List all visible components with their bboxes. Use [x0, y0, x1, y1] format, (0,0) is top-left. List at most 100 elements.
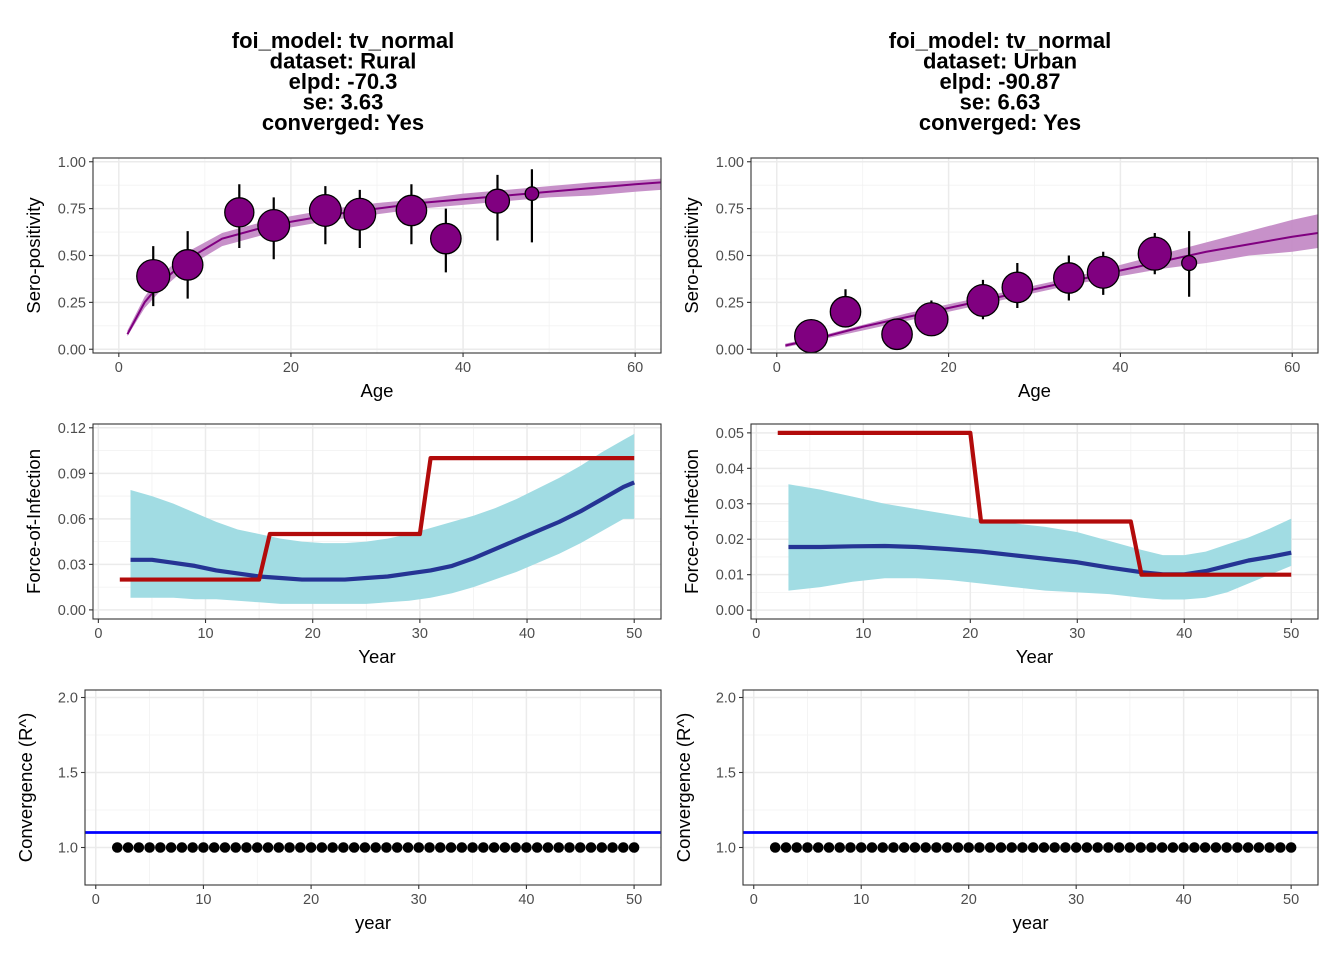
rhat-point: [198, 842, 209, 853]
x-axis-label: Age: [361, 380, 394, 401]
rhat-point: [1210, 842, 1222, 853]
rhat-point: [155, 842, 166, 853]
chart-panel: 0 20 40 60 0.00 0.25 0.50 0.75 1.00 Age Sero-posit…: [23, 155, 662, 401]
panel-border: [84, 689, 662, 886]
rhat-point: [1146, 842, 1157, 853]
column-title-line: dataset: Urban: [923, 49, 1077, 74]
column-title-line: se: 6.63: [960, 90, 1041, 115]
panels: 0 20 40 600.000.250.500.751.00AgeSero-posit…: [15, 155, 1319, 933]
y-tick-label: 0.00: [58, 603, 86, 619]
rhat-point: [273, 842, 285, 853]
rhat-point: [802, 842, 813, 853]
y-tick-label: 0.00: [58, 342, 86, 358]
plot-marks: [85, 831, 661, 853]
x-tick-label: 20: [962, 626, 978, 642]
rhat-point: [628, 842, 640, 853]
rhat-point: [424, 842, 435, 853]
x-tick-label: 40: [455, 360, 471, 376]
rhat-point: [1135, 842, 1146, 853]
rhat-point: [1285, 842, 1297, 853]
y-tick-label: 0.01: [716, 568, 744, 584]
foi-fitted-line: [130, 480, 636, 582]
y-tick-label: 1.5: [58, 766, 78, 782]
x-tick-label: 10: [195, 892, 211, 908]
rhat-point: [834, 842, 846, 853]
rhat-point: [941, 842, 953, 853]
rhat-point: [574, 842, 586, 853]
column-title-line: foi_model: tv_normal: [232, 28, 454, 53]
y-tick-label: 0.04: [716, 461, 744, 477]
data-point: [793, 318, 829, 353]
plot-background: [743, 690, 1318, 885]
rhat-point: [769, 842, 781, 853]
rhat-point: [305, 842, 317, 853]
rhat-point: [791, 842, 803, 853]
x-tick-label: 0: [750, 892, 758, 908]
rhat-point: [866, 842, 878, 853]
column-title-line: se: 3.63: [303, 90, 384, 115]
rhat-point: [1221, 842, 1232, 853]
rhat-point: [607, 842, 618, 853]
rhat-point: [542, 842, 554, 853]
y-tick-label: 0.09: [58, 466, 86, 482]
gridlines: [751, 158, 1318, 353]
rhat-point: [1178, 842, 1189, 853]
credible-interval-band: [127, 178, 661, 337]
data-point: [308, 193, 342, 227]
rhat-point: [877, 842, 889, 853]
rhat-point: [230, 842, 242, 853]
y-tick-label: 1.5: [716, 766, 736, 782]
rhat-point: [963, 842, 975, 853]
rhat-point: [144, 842, 155, 853]
y-axis-label: Sero-positivity: [681, 197, 702, 314]
rhat-point: [402, 842, 414, 853]
rhat-point: [995, 842, 1007, 853]
rhat-point: [1232, 842, 1243, 853]
y-tick-label: 0.75: [58, 202, 86, 218]
x-tick-label: 0: [115, 360, 123, 376]
rhat-point: [1092, 842, 1103, 853]
rhat-point: [370, 842, 381, 853]
x-tick-label: 40: [1112, 360, 1128, 376]
rhat-point: [780, 842, 792, 853]
rhat-point: [488, 842, 500, 853]
rhat-point: [456, 842, 468, 853]
x-tick-label: 0: [752, 626, 760, 642]
x-tick-label: 40: [518, 892, 534, 908]
chart-panel: 0 10 20 30 40 50 0.00 0.01 0.02 0.03 0.04 0.05 Year F…: [681, 423, 1319, 667]
column-title-line: converged: Yes: [262, 110, 424, 135]
y-axis-label: Convergence (R^): [673, 713, 694, 863]
foi-true-line: [119, 456, 635, 582]
rhat-point: [1017, 842, 1028, 853]
x-tick-label: 50: [626, 626, 642, 642]
rhat-point: [1189, 842, 1200, 853]
x-tick-label: 30: [1069, 626, 1085, 642]
y-axis-label: Force-of-Infection: [681, 449, 702, 594]
rhat-point: [510, 842, 521, 853]
y-tick-label: 0.02: [716, 532, 744, 548]
rhat-point: [499, 842, 511, 853]
y-axis-label: Convergence (R^): [15, 713, 36, 863]
y-tick-label: 1.00: [716, 155, 744, 171]
x-tick-label: 50: [626, 892, 642, 908]
data-point: [966, 283, 1000, 317]
y-axis-label: Force-of-Infection: [23, 449, 44, 594]
rhat-point: [974, 842, 985, 853]
panel-border: [92, 423, 662, 620]
x-tick-label: 40: [519, 626, 535, 642]
rhat-point: [1264, 842, 1275, 853]
y-tick-label: 0.50: [716, 249, 744, 265]
rhat-point: [1103, 842, 1114, 853]
data-point: [395, 194, 428, 227]
rhat-point: [208, 842, 220, 853]
rhat-point: [909, 842, 921, 853]
data-point: [524, 186, 540, 202]
rhat-point: [553, 842, 565, 853]
x-tick-label: 30: [1068, 892, 1084, 908]
y-tick-label: 0.00: [716, 603, 744, 619]
rhat-point: [165, 842, 177, 853]
rhat-point: [391, 842, 403, 853]
x-tick-label: 10: [855, 626, 871, 642]
rhat-point: [823, 842, 835, 853]
